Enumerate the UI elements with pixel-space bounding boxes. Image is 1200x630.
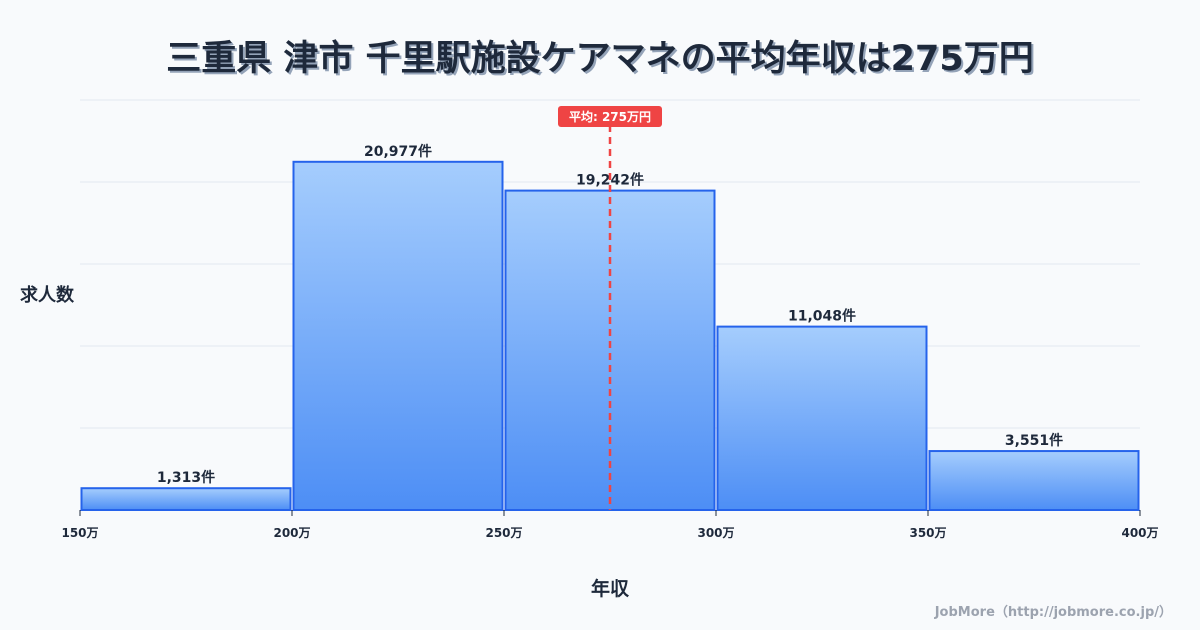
histogram-bar	[928, 450, 1140, 511]
bar-value-label: 3,551件	[1005, 432, 1063, 449]
bar-value-label: 1,313件	[157, 469, 215, 486]
x-tick-label: 400万	[1121, 526, 1158, 540]
x-tick-label: 300万	[697, 526, 734, 540]
average-marker: 平均: 275万円	[558, 106, 662, 510]
bar-value-label: 11,048件	[788, 308, 856, 325]
histogram-bar	[716, 325, 928, 511]
x-axis-label: 年収	[590, 578, 629, 600]
average-badge	[558, 106, 662, 127]
x-tick-label: 150万	[61, 526, 98, 540]
chart-title: 三重県 津市 千里駅施設ケアマネの平均年収は275万円	[166, 39, 1034, 79]
source-credit: JobMore（http://jobmore.co.jp/）	[934, 605, 1172, 620]
bar-value-label: 20,977件	[364, 143, 432, 160]
x-tick-label: 250万	[485, 526, 522, 540]
x-tick-label: 350万	[909, 526, 946, 540]
average-badge-label: 平均: 275万円	[569, 109, 651, 124]
bars: 1,313件 20,977件 19,242件 11,048件 3,551件	[80, 143, 1140, 511]
x-tick-label: 200万	[273, 526, 310, 540]
histogram-bar	[292, 160, 504, 511]
histogram-bar	[80, 487, 292, 511]
x-axis-ticks: 150万 200万 250万 300万 350万 400万	[61, 510, 1159, 540]
bar-value-label: 19,242件	[576, 172, 644, 189]
y-axis-label: 求人数	[20, 285, 74, 306]
